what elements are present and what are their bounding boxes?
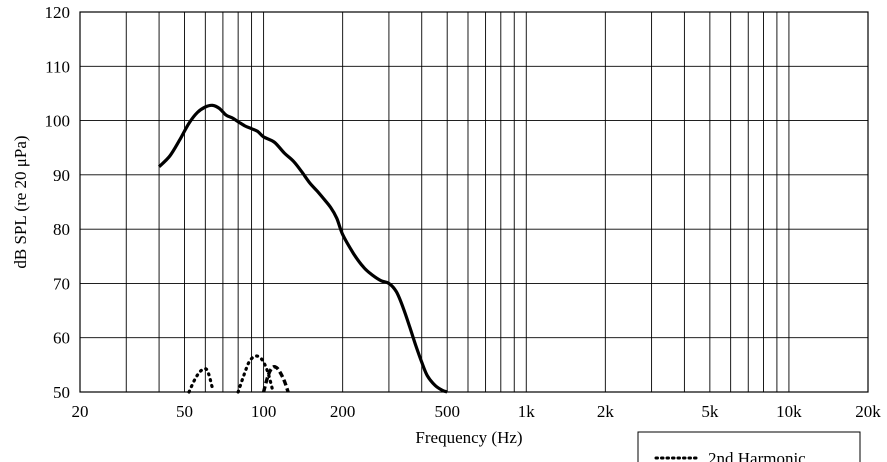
y-tick-label: 120 bbox=[45, 3, 71, 22]
series-dashed-line bbox=[261, 365, 290, 393]
series-dotted-line bbox=[236, 354, 274, 394]
x-tick-label: 1k bbox=[518, 402, 536, 421]
series-solid-line bbox=[157, 103, 448, 394]
x-tick-label: 500 bbox=[434, 402, 460, 421]
x-tick-label: 20k bbox=[855, 402, 881, 421]
y-tick-label: 110 bbox=[45, 57, 70, 76]
x-axis-label: Frequency (Hz) bbox=[415, 428, 522, 447]
x-tick-label: 200 bbox=[330, 402, 356, 421]
y-tick-label: 90 bbox=[53, 166, 70, 185]
y-tick-label: 70 bbox=[53, 274, 70, 293]
legend: 2nd Harmonic bbox=[637, 431, 861, 462]
y-tick-label: 60 bbox=[53, 329, 70, 348]
x-tick-label: 20 bbox=[72, 402, 89, 421]
vertical-gridlines bbox=[125, 12, 790, 392]
x-tick-label: 5k bbox=[701, 402, 719, 421]
y-tick-label: 100 bbox=[45, 112, 71, 131]
x-tick-labels: 20 50 100 200 500 1k 2k 5k 10k 20k bbox=[72, 402, 882, 421]
x-tick-label: 50 bbox=[176, 402, 193, 421]
series-layer bbox=[157, 103, 448, 394]
legend-label: 2nd Harmonic bbox=[708, 449, 806, 462]
y-tick-label: 50 bbox=[53, 383, 70, 402]
x-tick-label: 2k bbox=[597, 402, 615, 421]
y-tick-labels: 50 60 70 80 90 100 110 120 bbox=[45, 3, 71, 402]
x-tick-label: 100 bbox=[251, 402, 277, 421]
horizontal-gridlines bbox=[80, 65, 868, 339]
y-axis-label: dB SPL (re 20 μPa) bbox=[11, 135, 30, 268]
plot-frame bbox=[79, 11, 869, 393]
x-tick-label: 10k bbox=[776, 402, 802, 421]
y-tick-label: 80 bbox=[53, 220, 70, 239]
series-dotted-line bbox=[187, 366, 215, 394]
